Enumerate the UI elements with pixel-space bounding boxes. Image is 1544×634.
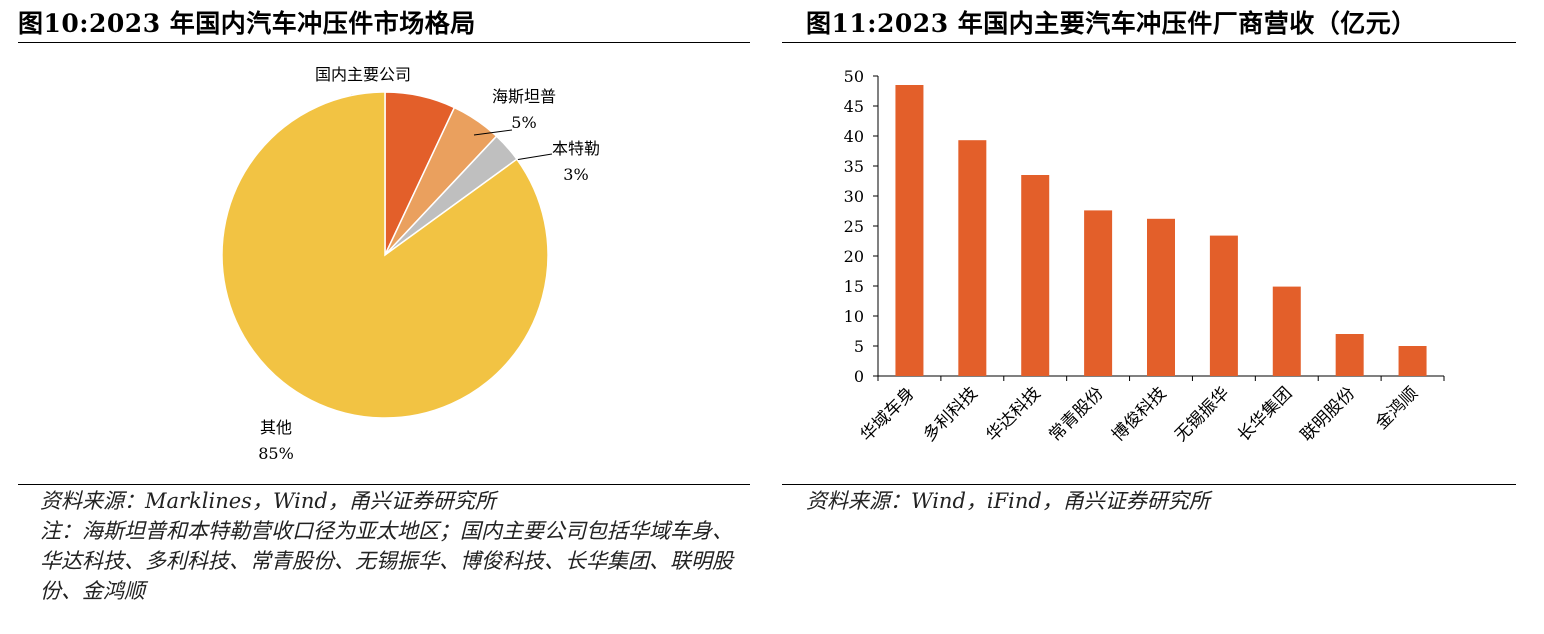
bar bbox=[1272, 286, 1301, 376]
bar-source-rule bbox=[782, 484, 1516, 485]
x-tick-label: 无锡振华 bbox=[1171, 383, 1233, 445]
x-tick-label: 联明股份 bbox=[1297, 383, 1359, 445]
pie-slice-label: 国内主要公司 bbox=[315, 65, 411, 84]
x-tick-label: 金鸿顺 bbox=[1372, 383, 1422, 433]
y-tick-label: 40 bbox=[844, 127, 864, 146]
pie-slice-label: 其他 bbox=[260, 418, 292, 437]
pie-source-rule bbox=[18, 484, 750, 485]
y-tick-label: 20 bbox=[844, 247, 864, 266]
pie-footnote: 注：海斯坦普和本特勒营收口径为亚太地区；国内主要公司包括华域车身、华达科技、多利… bbox=[40, 519, 733, 603]
bar bbox=[1398, 346, 1427, 376]
bar-title-rule bbox=[782, 42, 1516, 43]
y-tick-label: 25 bbox=[844, 217, 864, 236]
bar bbox=[1335, 334, 1364, 376]
pie-slice-label: 本特勒 bbox=[552, 139, 600, 158]
pie-slice-percent: 3% bbox=[563, 165, 588, 184]
y-tick-label: 50 bbox=[844, 67, 864, 86]
pie-leader-line bbox=[514, 153, 553, 161]
pie-leader-line bbox=[473, 129, 513, 136]
bar bbox=[1147, 218, 1175, 376]
bar-source: 资料来源：Wind，iFind，甬兴证券研究所 bbox=[806, 489, 1210, 513]
y-tick-label: 0 bbox=[854, 367, 864, 386]
bar bbox=[1021, 175, 1050, 376]
pie-slice-percent: 5% bbox=[511, 113, 536, 132]
pie-title-rule bbox=[18, 42, 750, 43]
pie-slice bbox=[221, 91, 549, 419]
pie-panel-title: 图10:2023 年国内汽车冲压件市场格局 bbox=[18, 9, 476, 38]
pie-slice-percent: 85% bbox=[258, 444, 294, 463]
pie-slice-label: 海斯坦普 bbox=[492, 87, 556, 106]
y-tick-label: 15 bbox=[844, 277, 864, 296]
x-tick-label: 多利科技 bbox=[920, 383, 982, 445]
bar bbox=[1084, 210, 1113, 376]
bar bbox=[958, 140, 987, 376]
x-tick-label: 长华集团 bbox=[1234, 383, 1296, 445]
y-tick-label: 5 bbox=[854, 337, 864, 356]
bar bbox=[1209, 235, 1238, 376]
y-tick-label: 35 bbox=[844, 157, 864, 176]
y-tick-label: 10 bbox=[844, 307, 864, 326]
bar-panel-title: 图11:2023 年国内主要汽车冲压件厂商营收（亿元） bbox=[806, 9, 1417, 38]
bar bbox=[895, 85, 924, 376]
y-tick-label: 45 bbox=[844, 97, 864, 116]
bar-chart: 0 5 10 15 20 25 30 35 40 45 50 华域车身 多利科技 华达科技 常青股份 博俊科技… bbox=[844, 67, 1445, 446]
y-tick-label: 30 bbox=[844, 187, 864, 206]
pie-source: 资料来源：Marklines，Wind，甬兴证券研究所 bbox=[40, 489, 496, 513]
x-tick-label: 华域车身 bbox=[857, 383, 919, 445]
x-tick-label: 博俊科技 bbox=[1108, 383, 1170, 445]
x-tick-label: 华达科技 bbox=[983, 383, 1045, 445]
x-tick-label: 常青股份 bbox=[1045, 383, 1107, 445]
